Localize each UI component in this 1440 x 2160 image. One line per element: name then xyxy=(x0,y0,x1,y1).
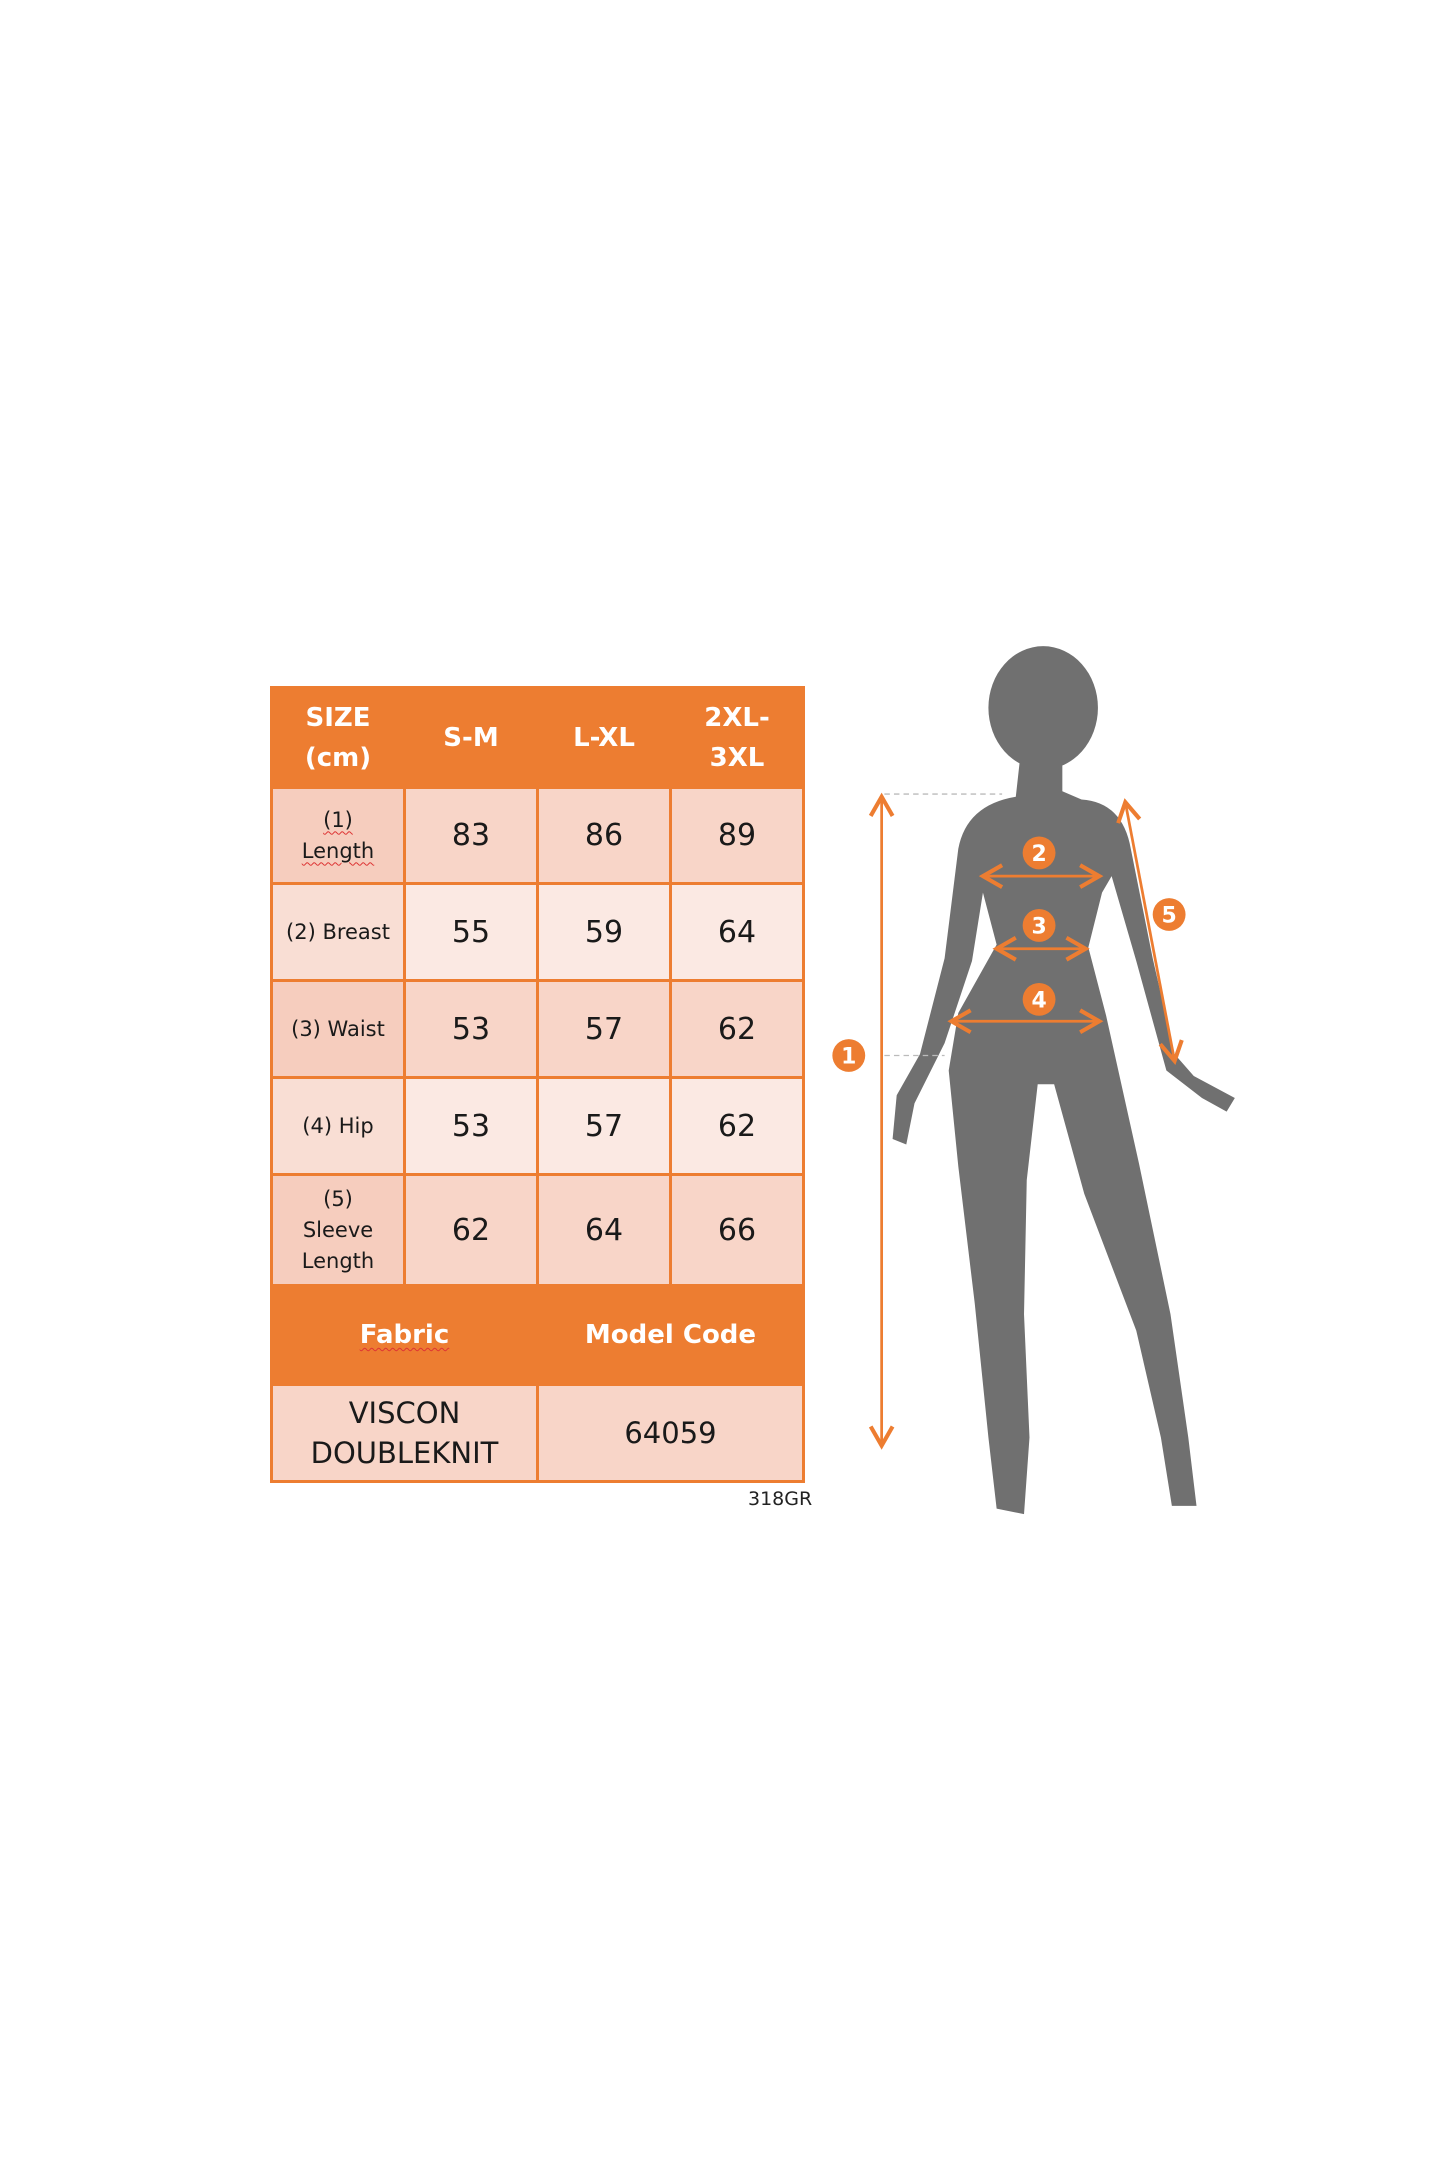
marker-2: 2 xyxy=(1022,836,1056,870)
cell-value: 62 xyxy=(669,1076,805,1176)
cell-value: 57 xyxy=(536,979,672,1079)
svg-text:4: 4 xyxy=(1031,989,1046,1014)
sleeve-arrow xyxy=(1116,798,1184,1066)
header-s-m: S-M xyxy=(403,686,539,789)
size-chart-table: SIZE (cm) S-M L-XL 2XL- 3XL (1) Length 8… xyxy=(270,686,805,1483)
marker-3: 3 xyxy=(1022,909,1056,942)
silhouette xyxy=(892,646,1235,1515)
footer-header-row: Fabric Model Code xyxy=(270,1284,805,1386)
header-size: SIZE (cm) xyxy=(270,686,406,789)
cell-value: 83 xyxy=(403,786,539,885)
header-l-xl: L-XL xyxy=(536,686,672,789)
model-code-header: Model Code xyxy=(536,1284,805,1386)
table-row: (2) Breast 55 59 64 xyxy=(270,882,805,982)
cell-value: 62 xyxy=(669,979,805,1079)
silhouette-body xyxy=(892,759,1235,1515)
table-row: (1) Length 83 86 89 xyxy=(270,786,805,885)
svg-text:5: 5 xyxy=(1162,904,1177,929)
code-tag: 318GR xyxy=(748,1488,813,1510)
header-row: SIZE (cm) S-M L-XL 2XL- 3XL xyxy=(270,686,805,789)
marker-4: 4 xyxy=(1022,982,1056,1016)
cell-value: 89 xyxy=(669,786,805,885)
model-code-value: 64059 xyxy=(536,1383,805,1483)
row-label: (3) Waist xyxy=(270,979,406,1079)
cell-value: 62 xyxy=(403,1173,539,1287)
fabric-value: VISCON DOUBLEKNIT xyxy=(270,1383,539,1483)
row-label: (1) Length xyxy=(270,786,406,885)
header-2xl-3xl: 2XL- 3XL xyxy=(669,686,805,789)
table-row: (4) Hip 53 57 62 xyxy=(270,1076,805,1176)
table-row: (3) Waist 53 57 62 xyxy=(270,979,805,1079)
row-label: (2) Breast xyxy=(270,882,406,982)
cell-value: 59 xyxy=(536,882,672,982)
fabric-header-text: Fabric xyxy=(359,1320,450,1350)
cell-value: 64 xyxy=(669,882,805,982)
cell-value: 64 xyxy=(536,1173,672,1287)
cell-value: 53 xyxy=(403,979,539,1079)
cell-value: 66 xyxy=(669,1173,805,1287)
cell-value: 53 xyxy=(403,1076,539,1176)
cell-value: 86 xyxy=(536,786,672,885)
marker-5: 5 xyxy=(1152,898,1186,931)
footer-value-row: VISCON DOUBLEKNIT 64059 xyxy=(270,1383,805,1483)
svg-text:1: 1 xyxy=(841,1045,856,1070)
silhouette-head xyxy=(988,646,1098,770)
svg-text:2: 2 xyxy=(1031,842,1046,867)
fabric-header: Fabric xyxy=(270,1284,539,1386)
row-label: (4) Hip xyxy=(270,1076,406,1176)
table-row: (5) Sleeve Length 62 64 66 xyxy=(270,1173,805,1287)
row-label: (5) Sleeve Length xyxy=(270,1173,406,1287)
marker-1: 1 xyxy=(832,1039,866,1072)
cell-value: 55 xyxy=(403,882,539,982)
svg-text:3: 3 xyxy=(1031,915,1046,940)
row-label-text: (1) Length xyxy=(301,807,375,863)
cell-value: 57 xyxy=(536,1076,672,1176)
